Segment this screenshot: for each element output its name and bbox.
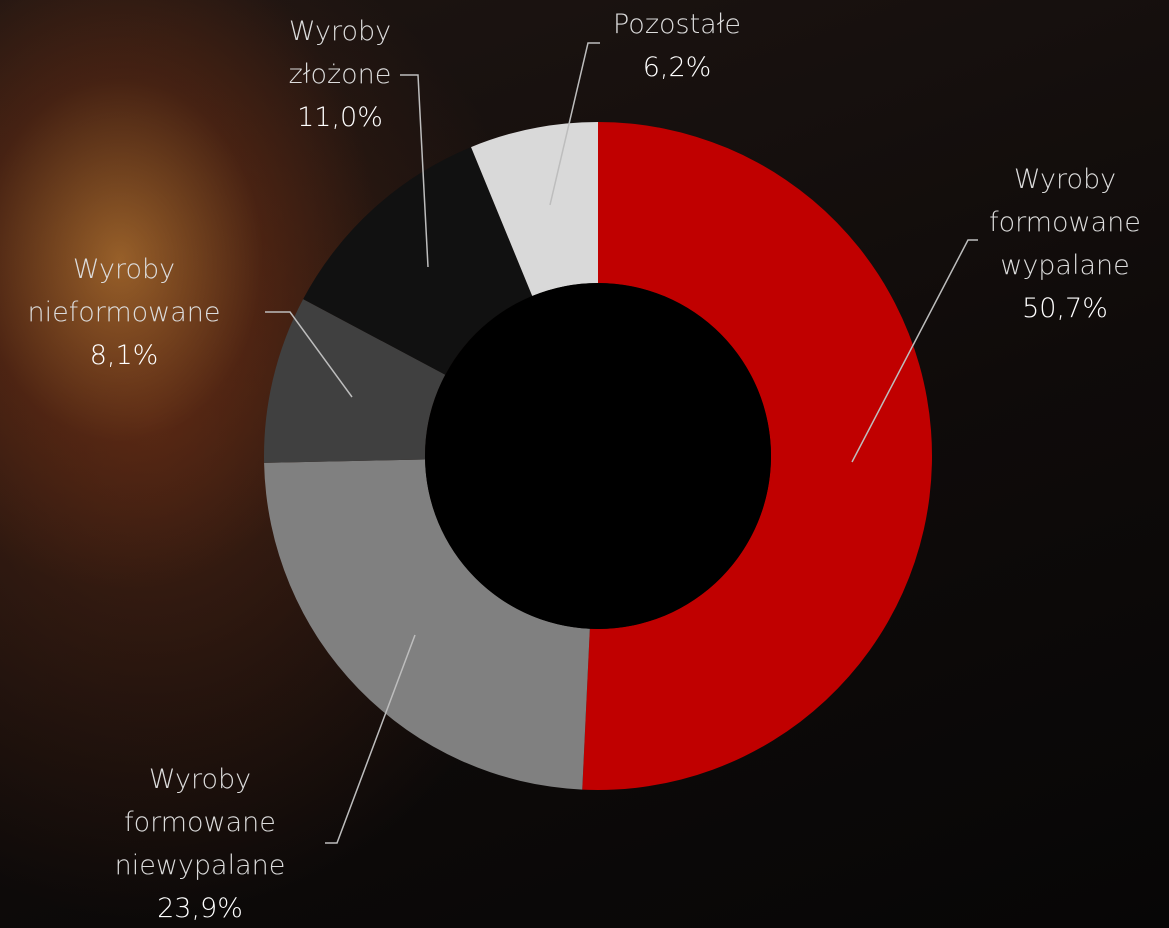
- value-label: 6,2%: [642, 52, 712, 83]
- category-label: Pozostałe: [612, 9, 741, 40]
- leader-line: [265, 311, 353, 398]
- data-label: Wyroby formowane wypalane 50,7%: [975, 158, 1155, 330]
- data-label: Wyroby złożone 11,0%: [275, 10, 405, 139]
- category-label: Wyroby nieformowane: [27, 254, 221, 328]
- leader-line: [549, 42, 600, 206]
- donut-segment: [582, 122, 932, 790]
- data-label: Wyroby nieformowane 8,1%: [9, 248, 239, 377]
- donut-hole: [425, 283, 771, 629]
- data-label: Pozostałe 6,2%: [597, 3, 757, 89]
- category-label: Wyroby formowane wypalane: [989, 164, 1141, 281]
- donut-segment: [264, 459, 590, 790]
- category-label: Wyroby złożone: [288, 16, 392, 90]
- value-label: 23,9%: [157, 893, 243, 924]
- donut-segment: [471, 122, 598, 296]
- value-label: 50,7%: [1022, 293, 1108, 324]
- category-label: Wyroby formowane niewypalane: [114, 764, 286, 881]
- leader-line: [325, 634, 416, 844]
- value-label: 11,0%: [297, 102, 383, 133]
- donut-segment: [303, 147, 533, 375]
- leader-line: [851, 239, 978, 463]
- value-label: 8,1%: [89, 340, 159, 371]
- leader-line: [400, 74, 429, 268]
- data-label: Wyroby formowane niewypalane 23,9%: [105, 758, 295, 928]
- donut-segment: [264, 299, 446, 463]
